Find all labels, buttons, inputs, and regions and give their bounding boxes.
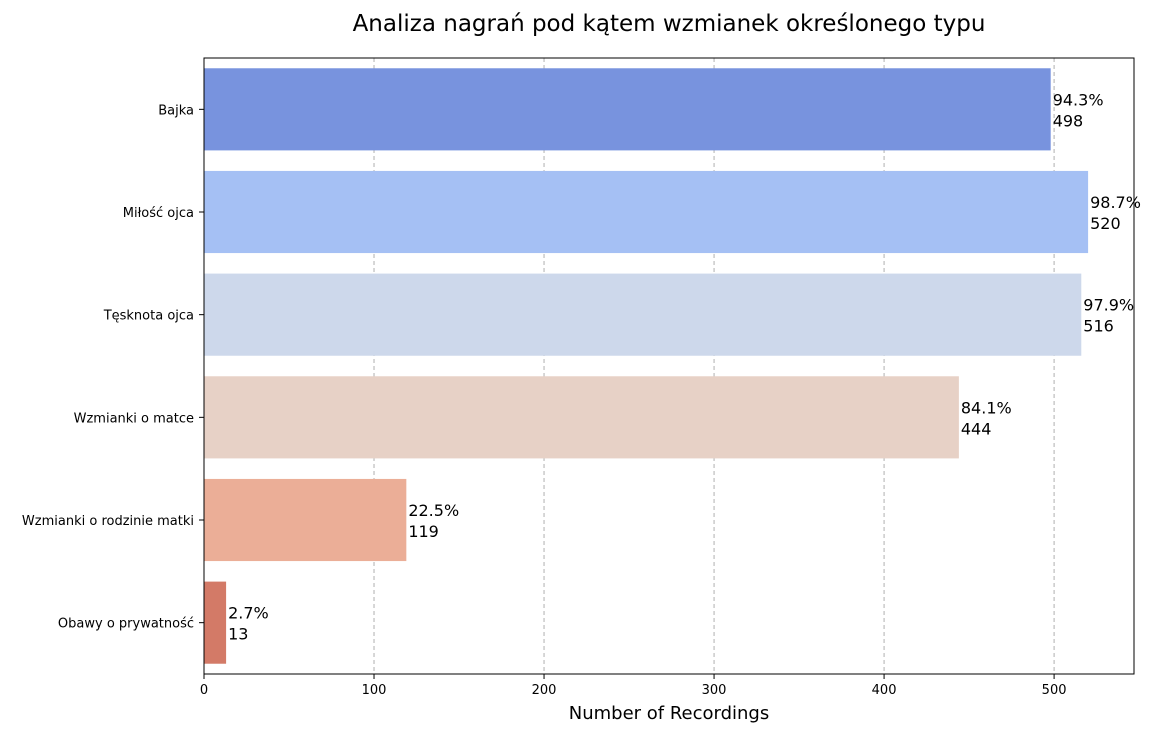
x-axis-label: Number of Recordings (569, 703, 770, 724)
data-labels: 94.3% 498 98.7% 520 97.9% 516 84.1% 444 22.5% 119… (228, 90, 1141, 643)
percent-label: 94.3% (1053, 90, 1104, 109)
x-tick-label: 300 (702, 683, 727, 698)
value-label: 444 (961, 419, 992, 438)
x-tick-label: 100 (362, 683, 387, 698)
percent-label: 2.7% (228, 604, 269, 623)
x-tick-label: 500 (1042, 683, 1067, 698)
y-tick-label: Tęsknota ojca (103, 309, 194, 324)
bar (204, 273, 1082, 356)
value-label: 498 (1053, 111, 1084, 130)
grid-lines (373, 58, 1055, 674)
value-label: 119 (408, 522, 439, 541)
y-tick-label: Wzmianki o matce (74, 411, 194, 426)
bar (204, 376, 959, 459)
value-label: 13 (228, 625, 248, 644)
percent-label: 22.5% (408, 501, 459, 520)
y-axis-ticks: Bajka Miłość ojca Tęsknota ojca Wzmianki o … (22, 103, 204, 632)
x-tick-label: 0 (200, 683, 208, 698)
bars (204, 68, 1089, 664)
y-tick-label: Bajka (158, 103, 194, 118)
value-label: 520 (1090, 214, 1121, 233)
value-label: 516 (1083, 317, 1114, 336)
x-axis-ticks: 0 100 200 300 400 500 (200, 674, 1067, 698)
percent-label: 98.7% (1090, 193, 1141, 212)
x-tick-label: 200 (532, 683, 557, 698)
bar (204, 581, 227, 664)
plot-frame (203, 57, 1135, 675)
y-tick-label: Miłość ojca (123, 206, 194, 221)
x-tick-label: 400 (872, 683, 897, 698)
chart-title: Analiza nagrań pod kątem wzmianek określ… (353, 11, 986, 37)
bar (204, 170, 1089, 254)
percent-label: 84.1% (961, 398, 1012, 417)
y-tick-label: Wzmianki o rodzinie matki (22, 514, 194, 529)
bar (204, 68, 1051, 151)
bar (204, 478, 407, 562)
percent-label: 97.9% (1083, 296, 1134, 315)
y-tick-label: Obawy o prywatność (58, 617, 194, 632)
